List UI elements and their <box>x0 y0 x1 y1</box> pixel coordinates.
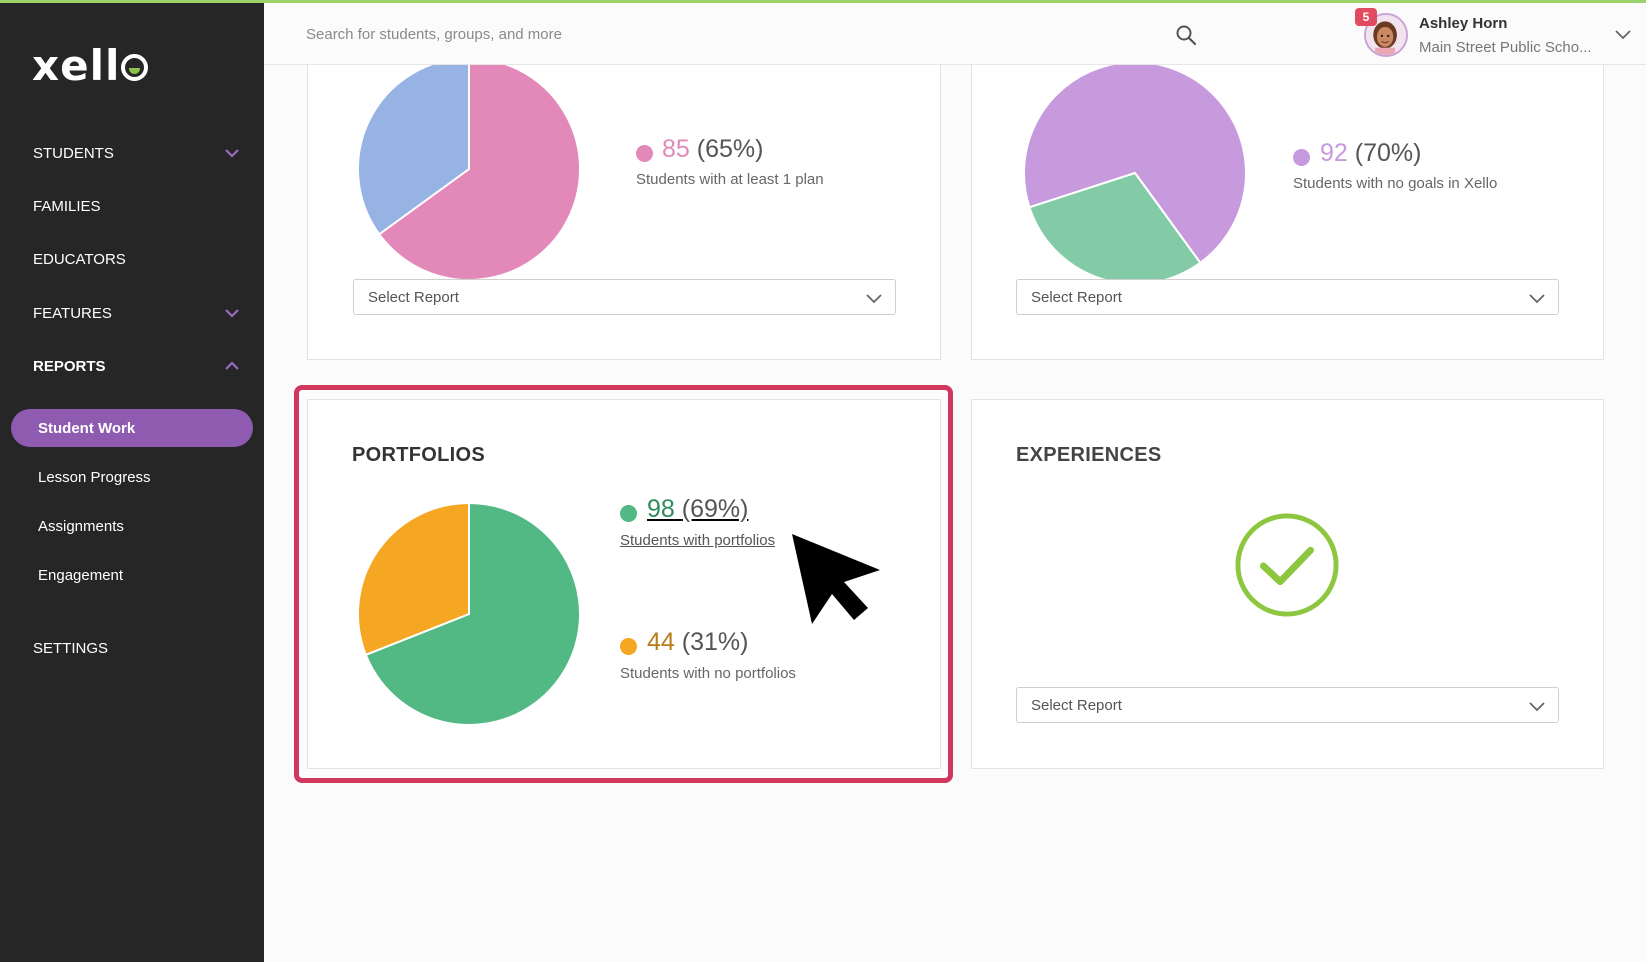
plans-description: Students with at least 1 plan <box>636 171 824 188</box>
chevron-down-icon <box>225 149 239 158</box>
legend-dot-icon <box>620 638 637 655</box>
sidebar-item-label: EDUCATORS <box>33 250 126 268</box>
select-label: Select Report <box>1031 696 1122 714</box>
avatar-illustration-icon <box>1366 15 1406 55</box>
sidebar-subitem-engagement[interactable]: Engagement <box>11 556 253 594</box>
sidebar-item-label: STUDENTS <box>33 144 114 162</box>
xello-logo[interactable]: xell <box>32 41 149 90</box>
sidebar-item-students[interactable]: STUDENTS <box>0 133 264 173</box>
plans-card: 85 (65%) Students with at least 1 plan S… <box>307 30 941 360</box>
portfolios-with-percent: (69%) <box>681 495 749 523</box>
portfolios-with-description-link[interactable]: Students with portfolios <box>620 532 776 549</box>
goals-description: Students with no goals in Xello <box>1293 175 1498 192</box>
sidebar-item-features[interactable]: FEATURES <box>0 293 264 333</box>
portfolios-without-count[interactable]: 44 (31%) <box>647 628 748 657</box>
search-input[interactable] <box>306 21 1106 47</box>
portfolios-without-description: Students with no portfolios <box>620 665 796 682</box>
sidebar-subitem-lesson-progress[interactable]: Lesson Progress <box>11 458 253 496</box>
sidebar-item-label: FEATURES <box>33 304 112 322</box>
goals-card: 92 (70%) Students with no goals in Xello… <box>971 30 1604 360</box>
legend-dot-icon <box>620 505 637 522</box>
user-avatar[interactable] <box>1364 13 1408 57</box>
pie-slice-1[interactable] <box>377 56 581 281</box>
select-label: Select Report <box>368 288 459 306</box>
goals-count[interactable]: 92 (70%) <box>1320 139 1421 168</box>
legend-dot-icon <box>636 145 653 162</box>
portfolios-title: PORTFOLIOS <box>352 444 485 466</box>
legend-dot-icon <box>1293 149 1310 166</box>
sidebar-subitem-label: Lesson Progress <box>38 468 151 486</box>
sidebar-item-educators[interactable]: EDUCATORS <box>0 239 264 279</box>
top-header: 5 Ashley Horn Main Street Public Scho... <box>264 3 1646 65</box>
sidebar-item-families[interactable]: FAMILIES <box>0 186 264 226</box>
sidebar-subitem-assignments[interactable]: Assignments <box>11 507 253 545</box>
user-school[interactable]: Main Street Public Scho... <box>1419 39 1592 56</box>
goals-percent: (70%) <box>1354 139 1422 167</box>
mouse-cursor-icon <box>792 534 880 624</box>
portfolios-pie-chart <box>357 501 581 726</box>
top-accent-line <box>0 0 1646 3</box>
chevron-up-icon <box>225 361 239 370</box>
chevron-down-icon[interactable] <box>1614 25 1632 43</box>
portfolios-with-value: 98 <box>647 495 675 523</box>
experiences-title: EXPERIENCES <box>1016 444 1162 466</box>
sidebar: xell STUDENTS FAMILIES EDUCATORS FEATURE… <box>0 3 264 962</box>
portfolios-with-count-link[interactable]: 98 (69%) <box>647 495 748 524</box>
sidebar-item-label: FAMILIES <box>33 197 101 215</box>
sidebar-subitem-label: Assignments <box>38 517 124 535</box>
chevron-down-icon <box>866 294 882 304</box>
plans-value: 85 <box>662 135 690 163</box>
sidebar-item-settings[interactable]: SETTINGS <box>0 628 264 668</box>
goals-select-report[interactable]: Select Report <box>1016 279 1559 315</box>
sidebar-item-label: SETTINGS <box>33 639 109 657</box>
pie-slice-2[interactable] <box>1028 171 1202 285</box>
sidebar-subitem-label: Engagement <box>38 566 124 584</box>
goals-pie-chart <box>1023 61 1247 285</box>
plans-select-report[interactable]: Select Report <box>353 279 896 315</box>
portfolios-without-percent: (31%) <box>681 628 749 656</box>
pie-slice-1[interactable] <box>364 501 581 726</box>
sidebar-subitem-student-work[interactable]: Student Work <box>11 409 253 447</box>
plans-count[interactable]: 85 (65%) <box>662 135 763 164</box>
user-name[interactable]: Ashley Horn <box>1419 15 1508 32</box>
chevron-down-icon <box>1529 294 1545 304</box>
goals-value: 92 <box>1320 139 1348 167</box>
pie-slice-1[interactable] <box>1023 61 1247 265</box>
sidebar-item-reports[interactable]: REPORTS <box>0 346 264 386</box>
search-icon[interactable] <box>1174 23 1198 47</box>
sidebar-item-label: REPORTS <box>33 357 106 375</box>
plans-percent: (65%) <box>696 135 764 163</box>
chevron-down-icon <box>225 309 239 318</box>
experiences-select-report[interactable]: Select Report <box>1016 687 1559 723</box>
notification-badge[interactable]: 5 <box>1355 8 1377 26</box>
sidebar-subitem-label: Student Work <box>38 419 136 437</box>
portfolios-without-value: 44 <box>647 628 675 656</box>
experiences-card: EXPERIENCES Select Report <box>971 399 1604 769</box>
chevron-down-icon <box>1529 702 1545 712</box>
plans-pie-chart <box>357 56 581 281</box>
select-label: Select Report <box>1031 288 1122 306</box>
pie-slice-2[interactable] <box>357 501 470 657</box>
check-circle-icon <box>1235 513 1339 617</box>
